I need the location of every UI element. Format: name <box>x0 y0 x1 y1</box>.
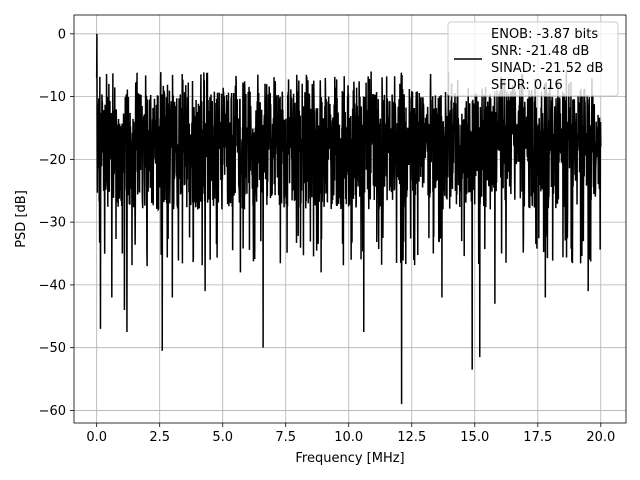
psd-line <box>95 33 602 405</box>
x-tick-label: 7.5 <box>275 430 296 445</box>
legend-snr: SNR: -21.48 dB <box>491 44 589 59</box>
y-tick-label: −20 <box>39 153 66 168</box>
y-tick-label: 0 <box>58 27 66 42</box>
y-tick-label: −40 <box>39 278 66 293</box>
legend-sinad: SINAD: -21.52 dB <box>491 61 603 76</box>
x-tick-label: 10.0 <box>334 430 363 445</box>
x-tick-label: 2.5 <box>149 430 170 445</box>
y-tick-label: −10 <box>39 90 66 105</box>
x-tick-label: 17.5 <box>523 430 552 445</box>
legend-box <box>447 21 619 97</box>
y-axis-ticks: 0 −10 −20 −30 −40 −50 −60 <box>39 27 74 419</box>
y-tick-label: −60 <box>39 404 66 419</box>
x-tick-label: 0.0 <box>86 430 107 445</box>
y-tick-label: −30 <box>39 216 66 231</box>
y-tick-label: −50 <box>39 341 66 356</box>
x-axis-ticks: 0.0 2.5 5.0 7.5 10.0 12.5 15.0 17.5 20.0 <box>86 423 615 445</box>
legend-enob: ENOB: -3.87 bits <box>491 27 598 42</box>
y-axis-label: PSD [dB] <box>14 190 29 248</box>
x-tick-label: 20.0 <box>586 430 615 445</box>
axes-frame <box>73 14 627 424</box>
x-axis-label: Frequency [MHz] <box>295 451 404 466</box>
psd-trace <box>95 33 602 405</box>
legend-sfdr: SFDR: 0.16 <box>491 78 563 93</box>
x-tick-label: 15.0 <box>460 430 489 445</box>
x-tick-label: 5.0 <box>212 430 233 445</box>
x-tick-label: 12.5 <box>397 430 426 445</box>
legend: ENOB: -3.87 bits SNR: -21.48 dB SINAD: -… <box>447 21 619 97</box>
